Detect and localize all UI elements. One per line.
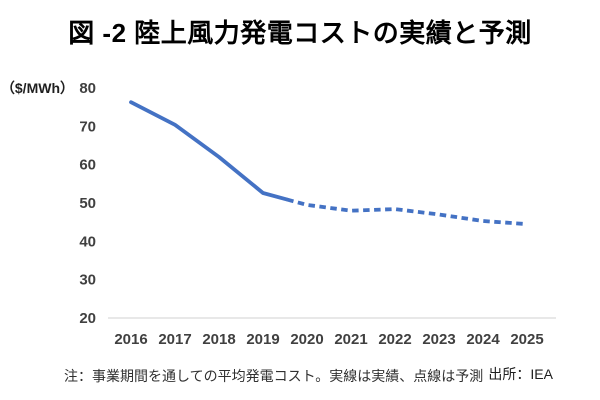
- y-axis-unit-label: （$/MWh）: [1, 80, 74, 96]
- chart-note: 注：事業期間を通しての平均発電コスト。実線は実績、点線は予測: [64, 368, 484, 384]
- chart-source: 出所：IEA: [488, 366, 553, 382]
- y-tick-label: 80: [79, 80, 96, 97]
- y-tick-label: 50: [79, 195, 96, 212]
- x-tick-label: 2021: [334, 331, 367, 348]
- x-tick-label: 2016: [114, 331, 147, 348]
- y-tick-label: 20: [79, 310, 96, 327]
- y-tick-label: 60: [79, 157, 96, 174]
- x-tick-label: 2024: [466, 331, 500, 348]
- forecast-cost-line-dashed: [286, 197, 528, 226]
- x-tick-label: 2020: [290, 331, 323, 348]
- x-tick-label: 2023: [422, 331, 455, 348]
- x-tick-label: 2025: [510, 331, 543, 348]
- x-tick-label: 2017: [158, 331, 191, 348]
- x-tick-label: 2022: [378, 331, 411, 348]
- y-tick-label: 30: [79, 272, 96, 289]
- y-tick-label: 40: [79, 233, 96, 250]
- actual-cost-line-solid: [129, 100, 290, 202]
- x-tick-label: 2019: [246, 331, 279, 348]
- x-tick-label: 2018: [202, 331, 235, 348]
- y-tick-label: 70: [79, 118, 96, 135]
- chart-title: 図 -2 陸上風力発電コストの実績と予測: [68, 18, 532, 48]
